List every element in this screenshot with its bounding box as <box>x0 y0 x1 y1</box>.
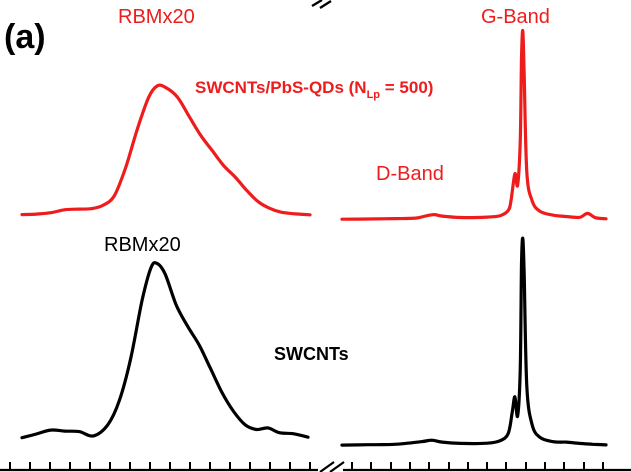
bottom-axis-break-mark <box>329 461 345 472</box>
bottom-axis-ticks <box>9 462 604 470</box>
black-series-legend: SWCNTs <box>274 344 349 364</box>
red-rbm-curve <box>20 83 312 217</box>
red-legend-tail: = 500) <box>380 78 433 97</box>
bottom-axis-break-mark <box>319 461 335 472</box>
d-band-label: D-Band <box>376 163 444 185</box>
red-series-legend: SWCNTs/PbS-QDs (NLp = 500) <box>195 78 433 101</box>
g-band-label: G-Band <box>481 6 550 28</box>
red-rbm-label: RBMx20 <box>118 6 195 28</box>
panel-label: (a) <box>4 18 46 56</box>
top-axis-break-marks <box>311 0 332 10</box>
red-legend-main: SWCNTs/PbS-QDs (N <box>195 78 367 97</box>
black-band-curve <box>340 236 608 447</box>
red-band-curve <box>340 28 608 221</box>
red-legend-subscript: Lp <box>367 89 381 101</box>
black-rbm-curve <box>20 261 310 440</box>
black-rbm-label: RBMx20 <box>104 234 181 256</box>
